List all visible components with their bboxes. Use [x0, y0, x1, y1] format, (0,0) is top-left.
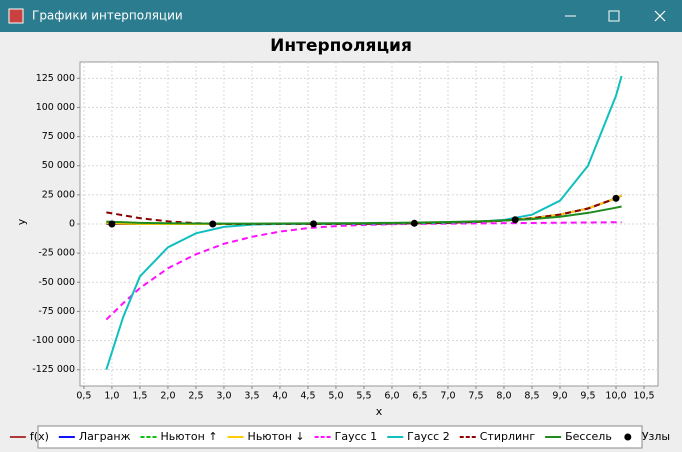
y-tick-label: 0	[69, 219, 75, 230]
x-tick-label: 4,5	[300, 391, 315, 402]
y-tick-label: 25 000	[42, 189, 75, 200]
chart-title: Интерполяция	[270, 36, 412, 56]
node-point	[209, 220, 217, 228]
y-tick-label: 50 000	[42, 160, 75, 171]
series-line	[105, 221, 622, 321]
series-line	[106, 205, 622, 225]
x-tick-label: 8,5	[524, 391, 539, 402]
y-tick-label: 75 000	[42, 131, 75, 142]
x-axis-label: x	[376, 405, 383, 418]
legend-label: Стирлинг	[480, 430, 536, 443]
window-title: Графики интерполяции	[32, 9, 183, 23]
x-tick-label: 2,5	[188, 391, 203, 402]
legend-label: Гаусс 1	[335, 430, 378, 443]
maximize-button[interactable]	[608, 10, 620, 22]
x-tick-label: 0,5	[76, 391, 91, 402]
legend-label: Ньютон ↓	[248, 430, 305, 443]
x-tick-label: 6,5	[412, 391, 427, 402]
x-tick-label: 4,0	[272, 391, 287, 402]
x-tick-label: 6,0	[384, 391, 399, 402]
x-tick-label: 1,5	[132, 391, 147, 402]
x-tick-label: 1,0	[104, 391, 119, 402]
series-line	[106, 194, 623, 225]
legend: f(x) Лагранж Ньютон ↑ Ньютон ↓ Гаусс 1 Гаусс …	[9, 430, 670, 443]
x-tick-label: 5,0	[328, 391, 343, 402]
legend-label: Бессель	[565, 430, 612, 443]
close-button[interactable]	[654, 10, 666, 22]
legend-label: Узлы	[642, 430, 670, 443]
legend-box	[37, 425, 643, 449]
y-tick-label: 100 000	[36, 102, 75, 113]
y-axis-label: y	[15, 218, 28, 225]
y-tick-label: -25 000	[38, 248, 75, 259]
node-point	[410, 219, 418, 227]
node-point	[612, 194, 620, 202]
y-tick-label: -125 000	[32, 364, 75, 375]
legend-label: Гаусс 2	[407, 430, 450, 443]
x-tick-label: 9,5	[580, 391, 595, 402]
x-tick-label: 9,0	[552, 391, 567, 402]
x-tick-label: 10,0	[605, 391, 626, 402]
x-tick-label: 2,0	[160, 391, 175, 402]
x-tick-label: 5,5	[356, 391, 371, 402]
legend-label: f(x)	[30, 430, 49, 443]
node-point	[310, 220, 318, 228]
node-point	[511, 216, 519, 224]
y-tick-label: -50 000	[38, 277, 75, 288]
x-tick-label: 3,5	[244, 391, 259, 402]
app-icon	[8, 8, 24, 24]
x-tick-label: 7,0	[440, 391, 455, 402]
x-tick-label: 3,0	[216, 391, 231, 402]
x-tick-label: 10,5	[633, 391, 654, 402]
y-tick-label: 125 000	[36, 73, 75, 84]
y-tick-label: -75 000	[38, 306, 75, 317]
legend-label: Лагранж	[79, 430, 131, 443]
legend-label: Ньютон ↑	[160, 430, 217, 443]
node-point	[108, 220, 116, 228]
y-tick-label: -100 000	[32, 335, 75, 346]
x-tick-label: 8,0	[496, 391, 511, 402]
x-tick-label: 7,5	[468, 391, 483, 402]
legend-marker	[624, 433, 632, 441]
